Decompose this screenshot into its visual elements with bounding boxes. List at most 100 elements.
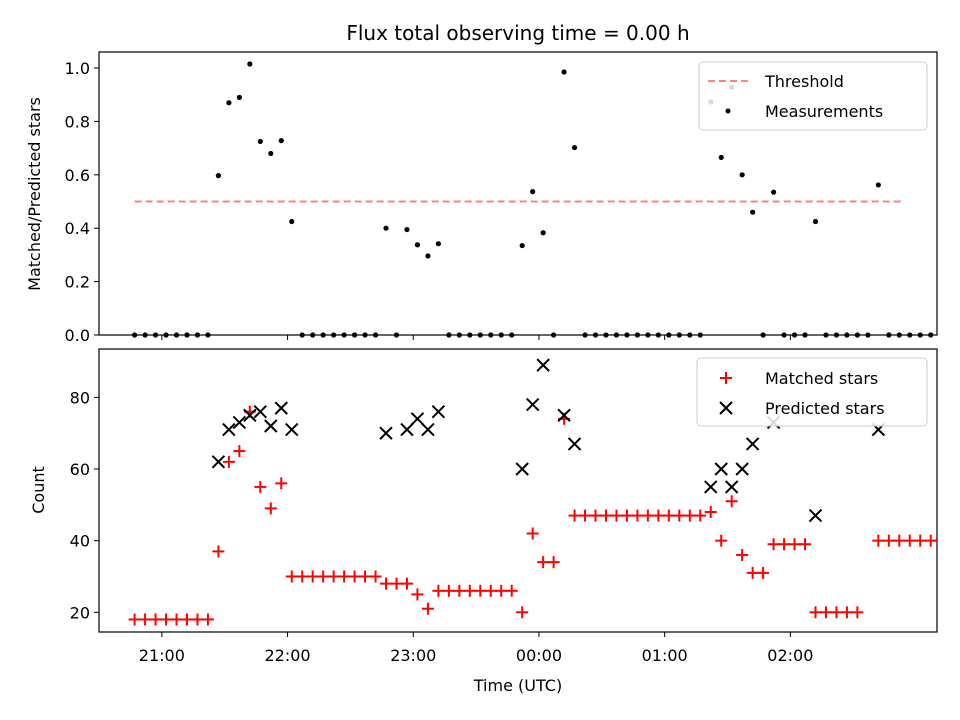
chart-title: Flux total observing time = 0.00 h (346, 21, 689, 45)
top-ylabel: Matched/Predicted stars (25, 97, 44, 291)
predicted-stars-marker (745, 437, 760, 451)
predicted-stars-marker (557, 408, 571, 422)
measurement-point (467, 332, 473, 338)
matched-stars-marker (736, 548, 749, 561)
matched-stars-marker (599, 509, 612, 522)
measurement-point (875, 182, 881, 188)
matched-stars-marker (547, 556, 560, 569)
matched-stars-marker (474, 584, 487, 597)
measurement-point (372, 332, 379, 338)
matched-stars-marker (264, 502, 277, 515)
bottom-points (128, 358, 937, 626)
measurement-point (907, 332, 913, 338)
matched-stars-marker (715, 534, 728, 547)
matched-legend-label: Matched stars (765, 369, 878, 388)
measurement-point (383, 225, 389, 231)
top-panel: 0.0 0.2 0.4 0.6 0.8 1.0 Matched/Predicted sta… (25, 51, 938, 345)
xtick-label: 22:00 (264, 646, 310, 665)
matched-stars-marker (442, 584, 455, 597)
measurement-point (928, 332, 934, 338)
bottom-ytick-label: 80 (70, 388, 90, 407)
matched-stars-marker (317, 570, 330, 583)
top-legend: Threshold Measurements (698, 61, 928, 131)
bottom-legend: Matched stars Predicted stars (696, 357, 928, 427)
matched-stars-marker (819, 606, 832, 619)
measurement-point (634, 332, 641, 338)
matched-stars-marker (893, 534, 906, 547)
measurement-point (152, 332, 159, 338)
matched-stars-marker (694, 509, 707, 522)
matched-stars-marker (139, 613, 152, 626)
matched-stars-marker (620, 509, 633, 522)
measurement-point (791, 332, 798, 338)
predicted-legend-label: Predicted stars (765, 399, 885, 418)
matched-stars-marker (641, 509, 654, 522)
matched-stars-marker (809, 606, 822, 619)
matched-stars-marker (830, 606, 843, 619)
matched-stars-marker (463, 584, 476, 597)
matched-stars-marker (767, 538, 780, 551)
matched-stars-marker (348, 570, 361, 583)
matched-stars-marker (484, 584, 497, 597)
matched-stars-marker (537, 556, 550, 569)
predicted-stars-marker (808, 508, 823, 523)
measurement-point (194, 332, 201, 338)
matched-stars-marker (746, 566, 759, 579)
predicted-stars-marker (243, 408, 257, 422)
matched-stars-marker (516, 606, 529, 619)
predicted-stars-marker (211, 455, 226, 469)
matched-stars-marker (180, 613, 193, 626)
matched-stars-marker (725, 495, 738, 508)
matched-stars-marker (191, 613, 204, 626)
predicted-stars-marker (704, 480, 718, 494)
measurement-point (509, 332, 515, 338)
matched-stars-marker (338, 570, 351, 583)
xtick-label: 01:00 (642, 646, 688, 665)
matched-stars-marker (568, 509, 581, 522)
top-ytick-label: 1.0 (65, 59, 90, 78)
measurement-point (257, 138, 263, 145)
measurement-point (886, 332, 892, 338)
measurement-point (310, 332, 316, 338)
measurement-point (676, 332, 682, 338)
measurement-point (551, 332, 557, 338)
matched-stars-marker (589, 509, 602, 522)
predicted-stars-marker (410, 412, 425, 426)
measurement-point (624, 332, 630, 338)
xtick-label: 02:00 (767, 646, 813, 665)
measurement-point (603, 332, 609, 338)
top-ytick-label: 0.4 (65, 219, 90, 238)
predicted-stars-marker (431, 404, 446, 419)
matched-stars-marker (579, 509, 592, 522)
bottom-plot-area: 21:00 22:00 23:00 00:00 01:00 02:00 20 40 60 80 (70, 348, 938, 665)
predicted-stars-marker (421, 422, 435, 437)
measurement-point (770, 189, 777, 195)
measurement-point (184, 332, 190, 338)
matched-stars-marker (757, 566, 770, 579)
top-ytick-label: 0.8 (65, 112, 90, 131)
measurement-point (320, 332, 326, 338)
predicted-stars-marker (264, 419, 278, 433)
measurement-point (823, 332, 829, 338)
matched-stars-marker (149, 613, 162, 626)
xtick-label: 00:00 (516, 646, 562, 665)
matched-stars-marker (233, 445, 246, 458)
matched-stars-marker (212, 545, 225, 558)
matched-stars-marker (306, 570, 319, 583)
matched-stars-marker (432, 584, 445, 597)
measurement-point (781, 332, 787, 338)
measurement-point (268, 150, 274, 157)
matched-stars-marker (453, 584, 466, 597)
matched-stars-marker (704, 505, 717, 518)
measurement-point (488, 332, 494, 338)
measurement-point (498, 332, 504, 338)
matched-stars-marker (170, 613, 183, 626)
measurement-point (289, 218, 295, 225)
matched-stars-marker (799, 538, 812, 551)
predicted-stars-marker (253, 404, 268, 419)
predicted-stars-marker (379, 426, 393, 440)
measurement-point (341, 332, 347, 338)
measurement-point (854, 332, 860, 338)
top-ytick-label: 0.6 (65, 166, 90, 185)
